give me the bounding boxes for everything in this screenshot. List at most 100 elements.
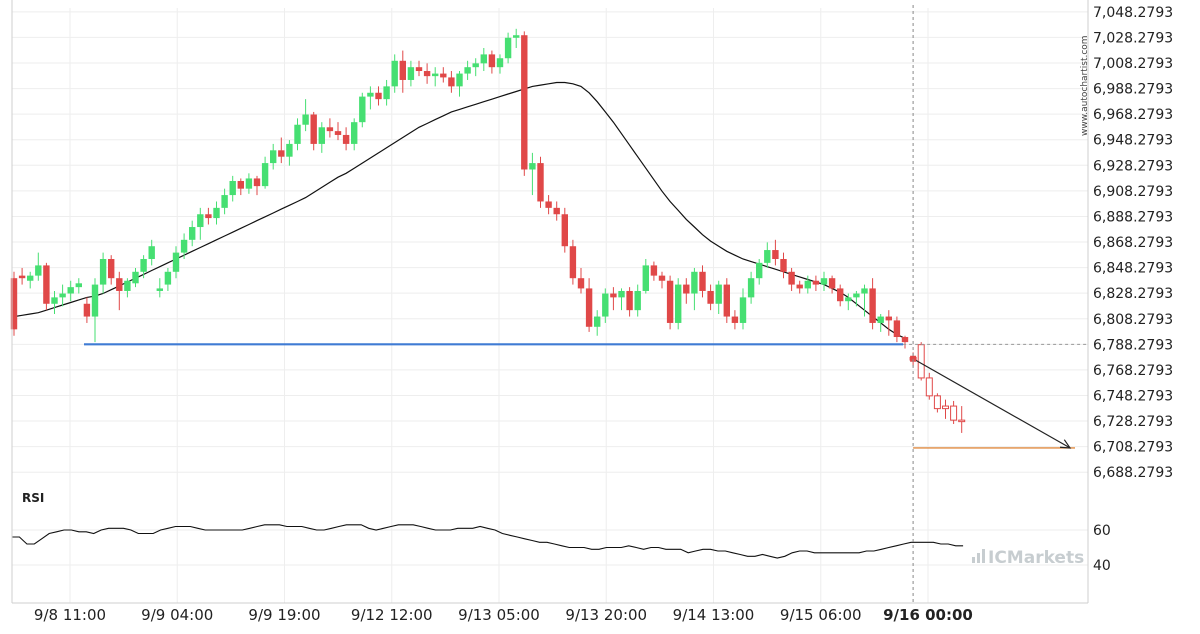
x-tick-label: 9/16 00:00 bbox=[883, 606, 973, 624]
candle bbox=[731, 310, 739, 330]
projected-candle bbox=[925, 372, 933, 400]
y-tick-label: 6,948.2793 bbox=[1093, 133, 1173, 149]
x-tick-label: 9/13 05:00 bbox=[458, 606, 540, 624]
candle bbox=[764, 242, 771, 268]
y-tick-label: 6,968.2793 bbox=[1093, 107, 1173, 123]
candle bbox=[448, 71, 455, 93]
candle bbox=[318, 122, 325, 153]
candle bbox=[221, 188, 228, 215]
candle bbox=[229, 175, 236, 202]
y-tick-label: 6,988.2793 bbox=[1093, 82, 1173, 98]
candle bbox=[837, 284, 844, 307]
y-tick-label: 7,028.2793 bbox=[1093, 30, 1173, 46]
rsi-line bbox=[12, 524, 964, 559]
candle bbox=[675, 278, 682, 330]
candle bbox=[172, 246, 180, 279]
candle bbox=[51, 290, 58, 314]
candle bbox=[553, 201, 560, 221]
candle bbox=[140, 255, 147, 279]
candle bbox=[885, 310, 892, 336]
candle bbox=[594, 310, 601, 336]
candle bbox=[577, 267, 585, 294]
candle bbox=[91, 278, 99, 343]
candle bbox=[756, 259, 763, 285]
breakout-point bbox=[910, 355, 917, 362]
candle bbox=[828, 275, 836, 294]
candle bbox=[747, 271, 755, 304]
x-tick-label: 9/9 04:00 bbox=[141, 606, 213, 624]
candle bbox=[156, 278, 163, 298]
candle bbox=[302, 99, 309, 132]
candle bbox=[772, 239, 779, 266]
candle bbox=[707, 284, 714, 311]
candle bbox=[334, 122, 342, 141]
candle bbox=[715, 280, 722, 314]
candle bbox=[99, 252, 107, 294]
candle bbox=[585, 278, 593, 332]
candle bbox=[351, 118, 358, 151]
candle bbox=[164, 267, 172, 291]
candle bbox=[132, 267, 139, 288]
candle bbox=[626, 287, 633, 317]
candle bbox=[205, 207, 212, 225]
candle bbox=[383, 79, 390, 106]
candle bbox=[610, 287, 617, 311]
y-tick-label: 7,048.2793 bbox=[1093, 5, 1173, 21]
rsi-label: RSI bbox=[22, 491, 44, 505]
candle bbox=[189, 220, 196, 247]
forecast-arrow bbox=[912, 358, 1071, 449]
projected-candle bbox=[942, 399, 949, 419]
y-tick-label: 6,788.2793 bbox=[1093, 337, 1173, 353]
candle bbox=[602, 288, 609, 323]
candle bbox=[245, 173, 253, 194]
candle bbox=[861, 284, 868, 317]
y-tick-label: 6,748.2793 bbox=[1093, 388, 1173, 404]
candle bbox=[796, 280, 803, 294]
candle bbox=[480, 48, 487, 72]
y-tick-label: 6,688.2793 bbox=[1093, 465, 1173, 481]
y-tick-label: 6,828.2793 bbox=[1093, 286, 1173, 302]
y-tick-label: 6,908.2793 bbox=[1093, 184, 1173, 200]
projected-candle bbox=[933, 393, 941, 413]
candle bbox=[116, 271, 123, 311]
icmarkets-watermark: ICMarkets bbox=[972, 548, 1084, 568]
candle bbox=[261, 156, 269, 189]
candle bbox=[440, 67, 447, 83]
candle bbox=[124, 278, 131, 298]
candle bbox=[699, 265, 706, 298]
candle bbox=[723, 278, 730, 323]
candle bbox=[270, 143, 277, 170]
candle bbox=[415, 60, 423, 77]
x-tick-label: 9/9 19:00 bbox=[248, 606, 320, 624]
candle bbox=[739, 288, 747, 330]
y-tick-label: 6,808.2793 bbox=[1093, 312, 1173, 328]
y-tick-label: 7,008.2793 bbox=[1093, 56, 1173, 72]
candle bbox=[845, 293, 852, 311]
candle bbox=[375, 86, 382, 106]
candle bbox=[788, 267, 795, 291]
candle bbox=[423, 63, 431, 84]
projected-candle bbox=[917, 342, 925, 381]
candle bbox=[869, 278, 876, 330]
projected-candle bbox=[958, 406, 966, 433]
rsi-tick-label: 60 bbox=[1093, 523, 1111, 539]
candle bbox=[35, 252, 42, 281]
candle bbox=[18, 267, 26, 285]
projected-candle bbox=[950, 400, 958, 424]
candle bbox=[537, 156, 544, 208]
candle bbox=[877, 313, 884, 332]
candle bbox=[10, 271, 18, 336]
candle bbox=[278, 137, 285, 164]
forecast-arrowhead-icon bbox=[1059, 439, 1072, 449]
candle bbox=[496, 54, 504, 74]
x-tick-label: 9/14 13:00 bbox=[673, 606, 755, 624]
candle bbox=[618, 288, 625, 311]
candle bbox=[634, 284, 641, 317]
candle bbox=[569, 239, 577, 285]
candle bbox=[650, 261, 658, 281]
candle bbox=[488, 50, 496, 74]
candle bbox=[666, 275, 674, 330]
candle bbox=[893, 316, 901, 343]
candle bbox=[472, 58, 479, 77]
